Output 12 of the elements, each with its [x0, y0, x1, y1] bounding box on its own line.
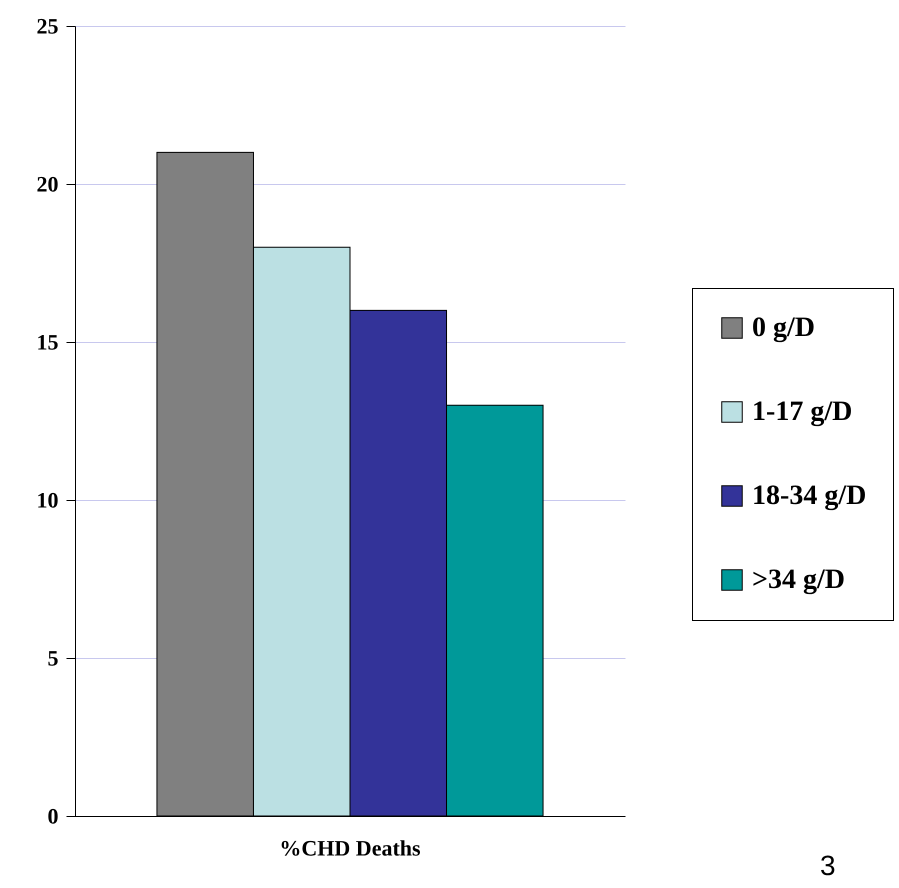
y-tick-label: 10	[36, 488, 58, 512]
y-tick-label: 5	[48, 646, 58, 670]
text: 3	[820, 850, 836, 882]
legend-label: 1-17 g/D	[752, 396, 852, 427]
y-tick-label: 0	[48, 804, 58, 828]
legend-label: >34 g/D	[752, 564, 845, 595]
x-tick-label: %CHD Deaths	[279, 836, 422, 860]
y-tick-label: 15	[36, 330, 58, 354]
y-tick-label: 20	[36, 172, 58, 196]
y-tick-label: 25	[36, 14, 58, 38]
legend-label: 0 g/D	[752, 312, 815, 343]
legend-label: 18-34 g/D	[752, 480, 866, 511]
